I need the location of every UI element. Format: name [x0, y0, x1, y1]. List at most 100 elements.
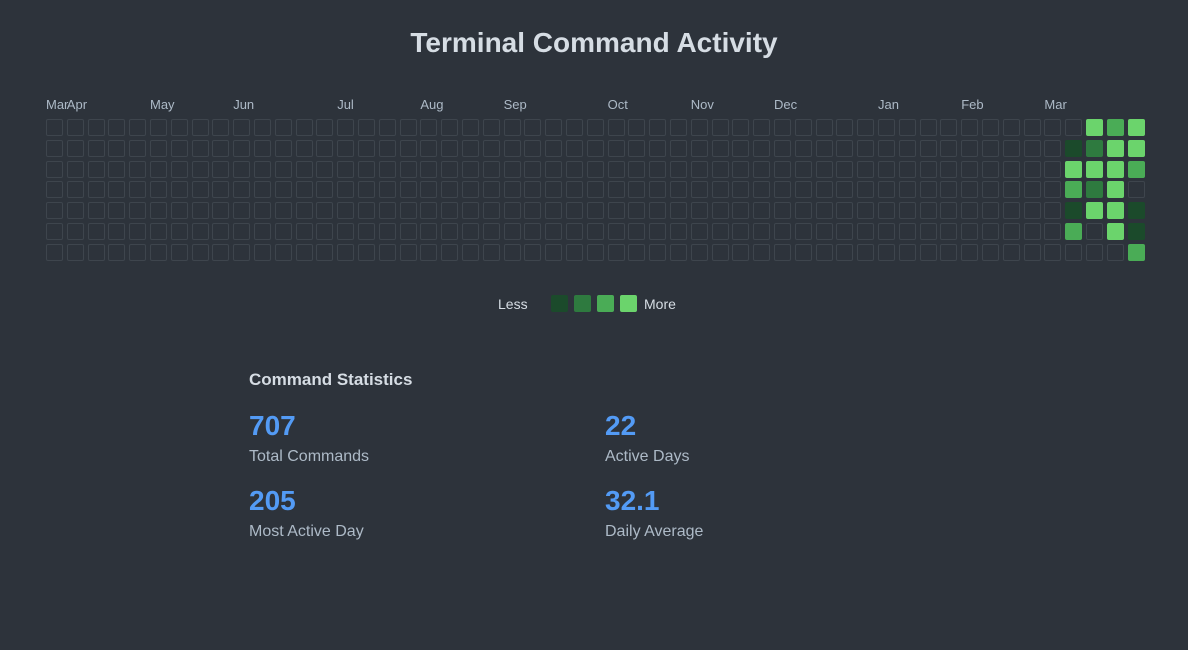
heatmap-cell: [836, 243, 854, 261]
heatmap-cell: [46, 243, 63, 261]
heatmap-cell: [836, 202, 854, 220]
heatmap-cell: [836, 181, 854, 199]
heatmap-cell: [940, 139, 958, 157]
heatmap-cell: [358, 160, 375, 178]
heatmap-cell: [545, 202, 563, 220]
heatmap-cell: [586, 139, 604, 157]
heatmap-cell: [586, 223, 604, 240]
heatmap-cell: [441, 202, 459, 220]
heatmap-cell: [191, 160, 209, 178]
heatmap-cell: [836, 223, 854, 240]
heatmap-cell: [753, 181, 771, 199]
heatmap-cell: [878, 139, 895, 157]
heatmap-cell: [1002, 223, 1020, 240]
heatmap-cell: [46, 202, 63, 220]
heatmap-cell: [982, 243, 999, 261]
heatmap-cell: [1023, 243, 1041, 261]
heatmap-cell: [982, 181, 999, 199]
heatmap-cell: [1086, 202, 1103, 220]
command-statistics: Command Statistics 707 Total Commands 22…: [249, 370, 949, 570]
legend-more-label: More: [644, 296, 676, 312]
heatmap-cell: [857, 202, 875, 220]
heatmap-cell: [1106, 139, 1124, 157]
heatmap-cell: [753, 119, 771, 136]
heatmap-cell: [586, 243, 604, 261]
heatmap-cell: [690, 139, 708, 157]
heatmap-cell: [66, 243, 84, 261]
heatmap-cell: [586, 119, 604, 136]
heatmap-cell: [857, 160, 875, 178]
heatmap-cell: [857, 243, 875, 261]
heatmap-cell: [212, 202, 230, 220]
heatmap-cell: [337, 223, 355, 240]
heatmap-cell: [1106, 119, 1124, 136]
heatmap-cell: [982, 160, 999, 178]
heatmap-cell: [420, 181, 438, 199]
heatmap-cell: [815, 160, 833, 178]
heatmap-cell: [150, 119, 167, 136]
heatmap-cell: [316, 243, 334, 261]
stat-label: Daily Average: [605, 523, 704, 540]
month-label: Oct: [607, 97, 628, 112]
heatmap-cell: [545, 119, 563, 136]
heatmap-cell: [815, 202, 833, 220]
heatmap-cell: [150, 181, 167, 199]
heatmap-cell: [711, 243, 729, 261]
heatmap-cell: [170, 139, 188, 157]
month-label: Mar: [1044, 97, 1067, 112]
heatmap-cell: [1044, 119, 1062, 136]
heatmap-cell: [898, 119, 916, 136]
heatmap-cell: [150, 243, 167, 261]
heatmap-cell: [711, 181, 729, 199]
heatmap-cell: [150, 223, 167, 240]
stat-label: Most Active Day: [249, 523, 364, 540]
heatmap-cell: [150, 202, 167, 220]
heatmap-cell: [295, 160, 313, 178]
heatmap-cell: [274, 119, 292, 136]
heatmap-cell: [254, 243, 271, 261]
heatmap-cell: [1086, 223, 1103, 240]
heatmap-cell: [982, 139, 999, 157]
heatmap-cell: [1065, 223, 1083, 240]
heatmap-cell: [898, 181, 916, 199]
heatmap-cell: [607, 243, 625, 261]
heatmap-cell: [607, 139, 625, 157]
heatmap-cell: [628, 139, 646, 157]
heatmap-cell: [1023, 223, 1041, 240]
heatmap-cell: [774, 243, 791, 261]
heatmap-cell: [524, 181, 542, 199]
heatmap-cell: [857, 119, 875, 136]
heatmap-cell: [794, 160, 812, 178]
stat-total-commands: 707 Total Commands: [249, 410, 589, 466]
heatmap-cell: [503, 202, 521, 220]
heatmap-cell: [399, 202, 417, 220]
heatmap-cell: [1065, 243, 1083, 261]
legend-swatch-level-2: [574, 295, 591, 312]
heatmap-cell: [254, 139, 271, 157]
heatmap-cell: [711, 202, 729, 220]
heatmap-cell: [87, 160, 105, 178]
heatmap-cell: [1127, 160, 1145, 178]
heatmap-cell: [670, 139, 687, 157]
heatmap-cell: [961, 202, 979, 220]
heatmap-cell: [482, 181, 500, 199]
heatmap-cell: [982, 223, 999, 240]
heatmap-cell: [212, 181, 230, 199]
month-label: Aug: [420, 97, 444, 112]
heatmap-cell: [503, 139, 521, 157]
heatmap-cell: [462, 160, 479, 178]
heatmap-cell: [212, 139, 230, 157]
heatmap-cell: [441, 223, 459, 240]
heatmap-cell: [898, 223, 916, 240]
heatmap-cell: [878, 181, 895, 199]
heatmap-cell: [898, 139, 916, 157]
heatmap-cell: [462, 243, 479, 261]
heatmap-cell: [836, 139, 854, 157]
heatmap-cell: [1065, 160, 1083, 178]
heatmap-cell: [961, 119, 979, 136]
heatmap-cell: [566, 223, 583, 240]
heatmap-cell: [878, 223, 895, 240]
heatmap-cell: [670, 243, 687, 261]
heatmap-cell: [462, 119, 479, 136]
